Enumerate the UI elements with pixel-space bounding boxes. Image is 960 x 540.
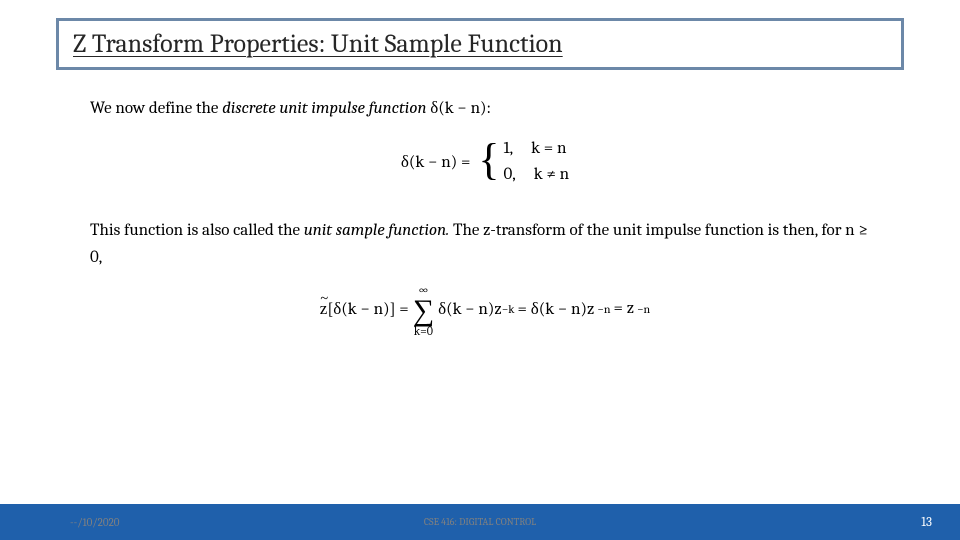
para1-suffix: δ(k − n): bbox=[427, 99, 492, 118]
slide-title: Z Transform Properties: Unit Sample Func… bbox=[73, 29, 563, 59]
equation-delta-definition: δ(k − n) = { 1, k = n 0, k ≠ n bbox=[90, 136, 880, 187]
sum-upper: ∞ bbox=[418, 284, 429, 297]
footer-course: CSE 416: DIGITAL CONTROL bbox=[0, 516, 960, 528]
para2-a: This function is also called the bbox=[90, 221, 304, 240]
z-transform-symbol: z bbox=[320, 299, 328, 319]
eq2-exp1: −k bbox=[502, 302, 515, 316]
eq2-lbr: [δ(k − n)] = bbox=[327, 299, 408, 319]
sigma-icon: ∑ bbox=[413, 296, 434, 326]
eq1-case2-val: 0, bbox=[504, 162, 516, 188]
eq2-after-sum: δ(k − n)z bbox=[438, 299, 502, 319]
eq2-exp3: −n bbox=[637, 302, 650, 316]
footer-bar: --/10/2020 CSE 416: DIGITAL CONTROL 13 bbox=[0, 504, 960, 540]
equation-z-transform: z[δ(k − n)] = ∞ ∑ k=0 δ(k − n)z−k = δ(k … bbox=[90, 281, 880, 336]
slide: Z Transform Properties: Unit Sample Func… bbox=[0, 0, 960, 540]
para1-italic: discrete unit impulse function bbox=[222, 99, 426, 118]
para1-prefix: We now define the bbox=[90, 99, 222, 118]
summation-symbol: ∞ ∑ k=0 bbox=[413, 283, 434, 338]
sum-lower: k=0 bbox=[414, 325, 433, 337]
eq1-lhs: δ(k − n) = bbox=[401, 152, 470, 172]
paragraph-1: We now define the discrete unit impulse … bbox=[90, 98, 880, 118]
para2-italic: unit sample function. bbox=[304, 221, 450, 240]
content-area: We now define the discrete unit impulse … bbox=[90, 98, 880, 336]
eq1-case2-cond: k ≠ n bbox=[534, 162, 569, 188]
title-box: Z Transform Properties: Unit Sample Func… bbox=[56, 18, 904, 70]
footer-page-number: 13 bbox=[921, 515, 932, 530]
eq2-end: = z bbox=[614, 299, 634, 318]
eq1-case1-cond: k = n bbox=[531, 136, 566, 162]
brace-icon: { bbox=[478, 145, 499, 176]
eq2-mid: = δ(k − n)z bbox=[518, 299, 595, 319]
eq1-case-2: 0, k ≠ n bbox=[504, 162, 570, 188]
eq1-case1-val: 1, bbox=[504, 136, 514, 162]
eq2-exp2: −n bbox=[597, 302, 610, 316]
paragraph-2: This function is also called the unit sa… bbox=[90, 217, 880, 271]
eq1-case-1: 1, k = n bbox=[504, 136, 570, 162]
